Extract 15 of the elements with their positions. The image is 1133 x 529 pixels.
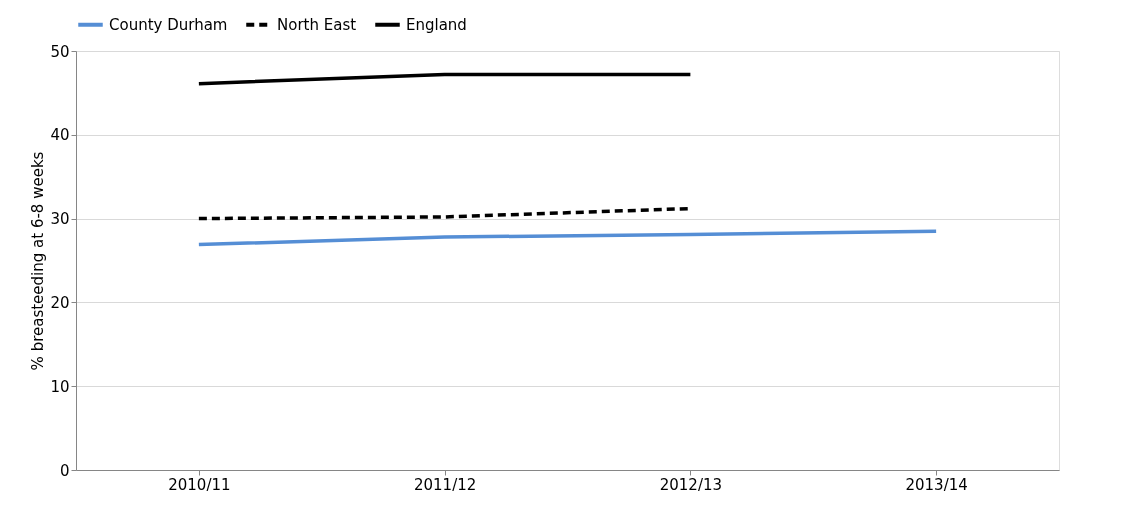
- y-tick-label: 0: [59, 461, 70, 480]
- y-axis-title: % breasteeding at 6-8 weeks: [29, 151, 48, 371]
- y-tick-label: 10: [50, 377, 70, 396]
- x-tick-label: 2011/12: [413, 475, 477, 494]
- x-tick-label: 2012/13: [659, 475, 723, 494]
- y-tick-label: 30: [50, 210, 70, 229]
- x-tick-label: 2010/11: [168, 475, 231, 494]
- y-tick-label: 20: [50, 293, 70, 312]
- y-tick-label: 50: [50, 42, 70, 61]
- legend-label: England: [406, 15, 467, 34]
- y-tick-label: 40: [50, 126, 70, 145]
- x-tick-label: 2013/14: [905, 475, 968, 494]
- legend-label: County Durham: [109, 15, 228, 34]
- line-series: [197, 229, 938, 247]
- legend-label: North East: [277, 15, 357, 34]
